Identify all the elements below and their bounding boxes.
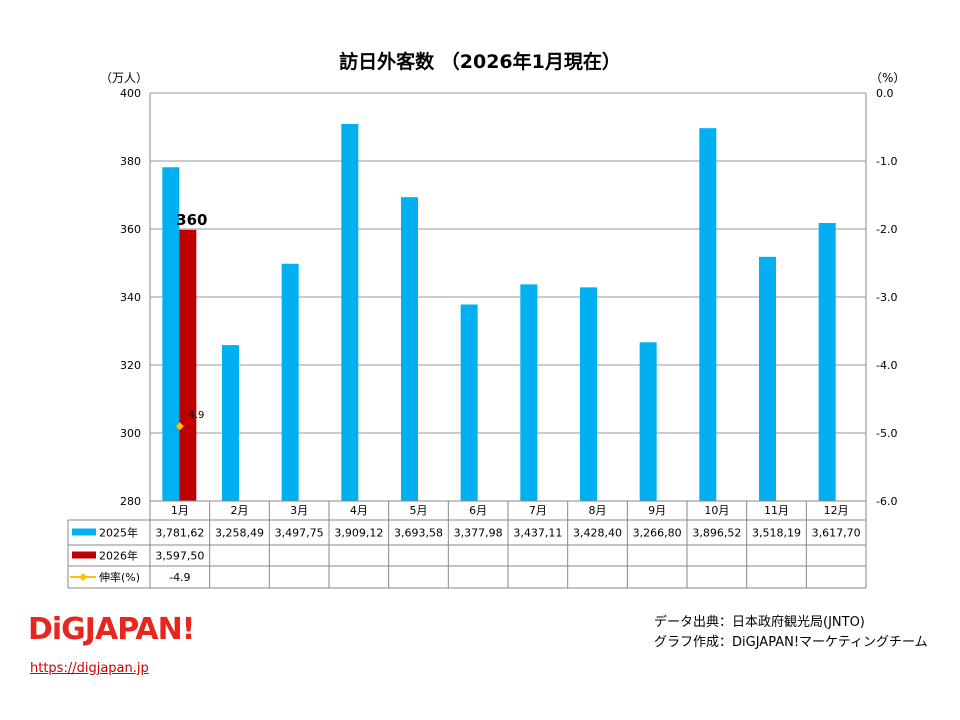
- x-tick-label: 2月: [231, 504, 249, 517]
- legend-swatch-2025年: [72, 528, 96, 536]
- left-axis-unit: （万人）: [100, 71, 148, 85]
- growth-data-label: -4.9: [185, 410, 205, 421]
- x-tick-label: 7月: [529, 504, 547, 517]
- left-tick-label: 400: [120, 87, 141, 100]
- table-cell: 3,258,49: [215, 527, 264, 540]
- legend-marker: [79, 573, 87, 581]
- bar-2025年-1月: [162, 167, 180, 501]
- legend-label: 2026年: [99, 549, 138, 563]
- site-link[interactable]: https://digjapan.jp: [30, 661, 149, 676]
- bar-2025年-7月: [520, 284, 538, 501]
- x-tick-label: 5月: [410, 504, 428, 517]
- data-source: データ出典：日本政府観光局(JNTO): [654, 615, 865, 630]
- table-cell: 3,781,62: [155, 527, 204, 540]
- chart: 訪日外客数 （2026年1月現在） （万人） （%） 280 300 320 340 360 3…: [67, 50, 905, 589]
- left-tick-label: 380: [120, 155, 141, 168]
- x-tick-label: 6月: [469, 504, 487, 517]
- x-tick-label: 11月: [764, 504, 789, 517]
- table-cell: 3,896,52: [692, 527, 741, 540]
- legend-swatch-2026年: [72, 551, 96, 559]
- bar-data-label: 360: [176, 211, 207, 229]
- table-cell: 3,617,70: [812, 527, 861, 540]
- left-tick-label: 360: [120, 223, 141, 236]
- credits: データ出典：日本政府観光局(JNTO) グラフ作成：DiGJAPAN!マーケティ…: [654, 613, 928, 653]
- x-tick-label: 10月: [704, 504, 729, 517]
- left-tick-label: 300: [120, 427, 141, 440]
- table-cell: 3,428,40: [573, 527, 622, 540]
- legend-label: 2025年: [99, 526, 138, 540]
- table-cell: 3,597,50: [155, 550, 204, 563]
- right-tick-label: -5.0: [876, 427, 897, 440]
- right-tick-label: -6.0: [876, 495, 897, 508]
- x-tick-label: 12月: [824, 504, 849, 517]
- table-cell: 3,497,75: [275, 527, 324, 540]
- x-tick-label: 3月: [290, 504, 308, 517]
- x-tick-label: 1月: [171, 504, 189, 517]
- growth-point: [175, 422, 184, 431]
- bar-2025年-8月: [580, 287, 597, 501]
- bar-2025年-9月: [639, 342, 657, 501]
- right-axis-unit: （%）: [870, 71, 905, 85]
- bar-2025年-2月: [222, 345, 239, 501]
- right-tick-label: 0.0: [876, 87, 894, 100]
- bar-2025年-5月: [401, 197, 418, 501]
- right-tick-label: -1.0: [876, 155, 897, 168]
- bar-2025年-11月: [759, 256, 776, 501]
- table-cell: 3,693,58: [394, 527, 443, 540]
- table-cell: 3,437,11: [513, 527, 562, 540]
- digjapan-logo: DiGJAPAN!: [28, 612, 195, 647]
- table-cell: 3,909,12: [334, 527, 383, 540]
- chart-title: 訪日外客数 （2026年1月現在）: [339, 50, 621, 73]
- table-cell: 3,518,19: [752, 527, 801, 540]
- bar-2025年-12月: [818, 222, 836, 501]
- right-tick-label: -4.0: [876, 359, 897, 372]
- right-tick-label: -3.0: [876, 291, 897, 304]
- table-cell: 3,377,98: [454, 527, 503, 540]
- left-tick-label: 280: [120, 495, 141, 508]
- left-tick-label: 320: [120, 359, 141, 372]
- bar-2025年-10月: [699, 128, 717, 501]
- left-tick-label: 340: [120, 291, 141, 304]
- bar-2026年-1月: [179, 229, 197, 501]
- legend-label: 伸率(%): [99, 570, 140, 584]
- x-tick-label: 4月: [350, 504, 368, 517]
- bar-2025年-4月: [341, 123, 359, 501]
- bar-2025年-6月: [460, 304, 478, 501]
- chart-author: グラフ作成：DiGJAPAN!マーケティングチーム: [654, 635, 928, 650]
- table-cell: -4.9: [169, 571, 190, 584]
- bar-2025年-3月: [281, 263, 299, 501]
- x-tick-label: 9月: [648, 504, 666, 517]
- x-tick-label: 8月: [589, 504, 607, 517]
- table-cell: 3,266,80: [633, 527, 682, 540]
- right-tick-label: -2.0: [876, 223, 897, 236]
